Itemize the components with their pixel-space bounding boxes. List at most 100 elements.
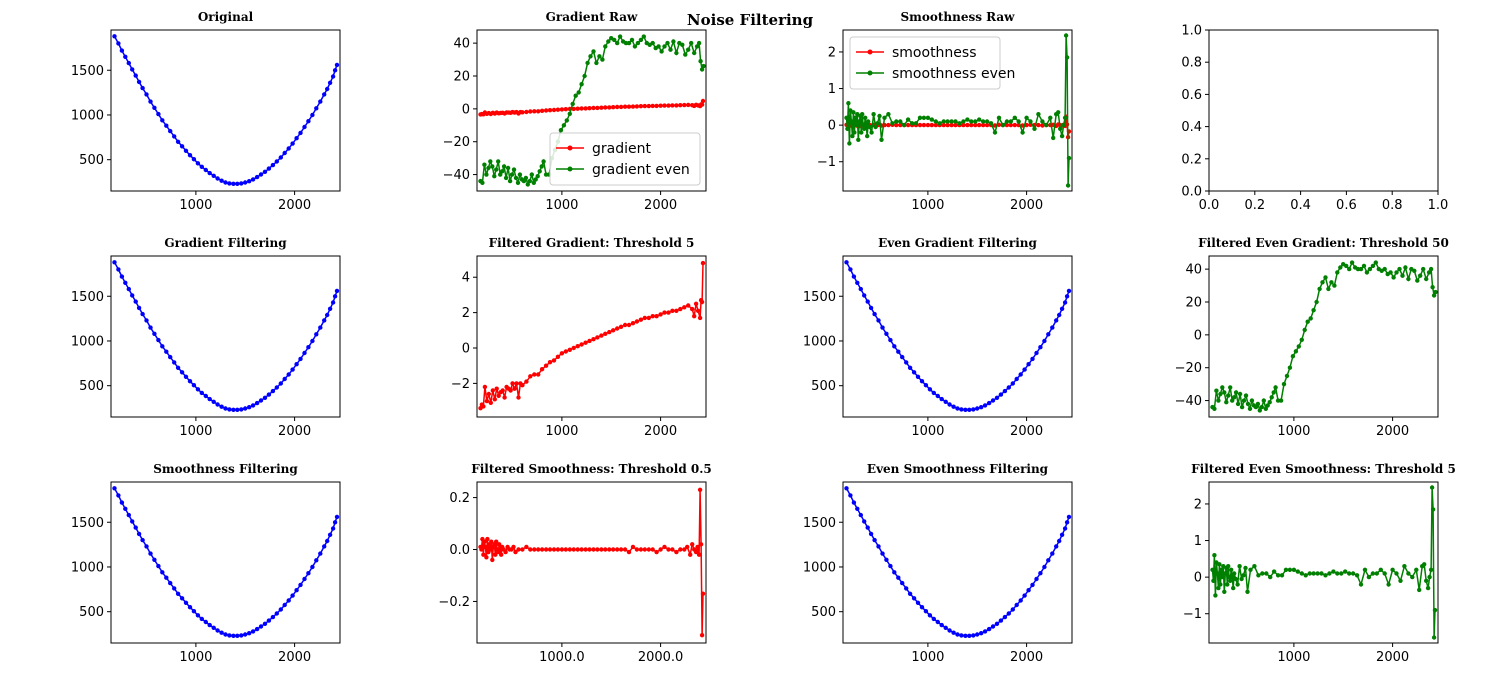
data-point bbox=[1212, 406, 1217, 411]
data-point bbox=[567, 111, 572, 117]
data-point bbox=[262, 395, 268, 400]
data-point bbox=[666, 547, 671, 552]
data-point bbox=[862, 519, 867, 524]
data-point bbox=[947, 628, 952, 633]
data-point bbox=[223, 632, 228, 637]
data-point bbox=[130, 519, 135, 524]
data-point bbox=[551, 107, 557, 113]
data-point bbox=[183, 374, 189, 379]
y-tick-label: −0.2 bbox=[438, 595, 470, 610]
x-tick-label: 2000 bbox=[1376, 424, 1409, 439]
data-point bbox=[503, 549, 508, 555]
x-tick-label: 0.0 bbox=[1199, 198, 1220, 213]
data-point bbox=[136, 531, 142, 537]
data-point bbox=[258, 624, 264, 629]
data-point bbox=[512, 386, 517, 391]
data-point bbox=[195, 161, 201, 166]
data-point bbox=[520, 110, 525, 115]
data-point bbox=[931, 616, 936, 622]
data-point bbox=[140, 537, 145, 543]
data-point bbox=[591, 49, 596, 54]
x-tick-label: 1000 bbox=[911, 198, 944, 213]
data-point bbox=[227, 407, 232, 412]
x-tick-label: 2000 bbox=[644, 424, 677, 439]
data-point bbox=[1057, 538, 1062, 544]
data-point bbox=[1267, 400, 1272, 405]
y-tick-label: −1 bbox=[817, 155, 836, 170]
data-point bbox=[963, 633, 968, 638]
data-point bbox=[482, 384, 488, 390]
data-point bbox=[160, 118, 165, 123]
data-point bbox=[543, 108, 549, 113]
data-point bbox=[175, 591, 181, 596]
data-point bbox=[975, 406, 980, 411]
data-point bbox=[1008, 122, 1013, 128]
data-point bbox=[537, 169, 542, 174]
data-point bbox=[1057, 312, 1062, 318]
data-point bbox=[1004, 122, 1010, 128]
data-point bbox=[847, 141, 852, 146]
data-point bbox=[607, 547, 612, 552]
data-point bbox=[1431, 635, 1437, 640]
data-point bbox=[852, 130, 857, 135]
data-point bbox=[931, 390, 936, 396]
data-point bbox=[1056, 110, 1061, 115]
data-point bbox=[290, 593, 295, 598]
data-point bbox=[282, 602, 287, 608]
subplot-filtered-even-smoothness: Filtered Even Smoothness: Threshold 5 100… bbox=[1183, 462, 1456, 665]
data-point bbox=[646, 103, 651, 109]
data-point bbox=[1237, 391, 1243, 397]
data-point bbox=[1335, 571, 1340, 576]
data-point bbox=[977, 117, 982, 122]
data-point bbox=[513, 175, 519, 181]
axes-frame bbox=[1208, 481, 1439, 644]
data-point bbox=[203, 393, 208, 399]
subplot-title: Filtered Smoothness: Threshold 0.5 bbox=[471, 462, 712, 476]
data-point bbox=[699, 67, 705, 72]
y-tick-label: 1.0 bbox=[1181, 24, 1202, 39]
data-point bbox=[923, 383, 929, 388]
legend-marker bbox=[867, 49, 873, 55]
data-point bbox=[334, 62, 340, 68]
data-point bbox=[514, 381, 519, 386]
data-point bbox=[575, 547, 580, 552]
data-point bbox=[136, 79, 142, 85]
series-line bbox=[479, 489, 704, 636]
data-point bbox=[587, 547, 592, 552]
data-point bbox=[116, 41, 121, 46]
data-point bbox=[856, 137, 861, 142]
data-point bbox=[1054, 318, 1059, 323]
data-point bbox=[1042, 338, 1047, 344]
data-point bbox=[844, 486, 849, 491]
data-point bbox=[488, 400, 493, 405]
y-tick-label: 20 bbox=[1185, 296, 1202, 311]
data-point bbox=[698, 542, 704, 547]
data-point bbox=[1030, 356, 1035, 362]
data-point bbox=[1426, 270, 1432, 275]
data-point bbox=[1050, 325, 1055, 330]
y-tick-label: 500 bbox=[79, 379, 104, 394]
data-point bbox=[591, 547, 596, 552]
data-point bbox=[1366, 574, 1372, 580]
data-point bbox=[1034, 350, 1039, 356]
subplot-title: Even Gradient Filtering bbox=[878, 236, 1037, 250]
data-point bbox=[227, 633, 232, 638]
data-point bbox=[207, 622, 212, 628]
data-point bbox=[1331, 569, 1336, 574]
data-point bbox=[939, 396, 944, 402]
x-tick-label: 2000 bbox=[278, 650, 311, 665]
data-point bbox=[298, 582, 303, 588]
data-point bbox=[516, 547, 521, 552]
data-point bbox=[250, 629, 256, 634]
data-point bbox=[894, 122, 899, 128]
data-point bbox=[481, 404, 486, 409]
data-point bbox=[1424, 578, 1429, 583]
data-point bbox=[599, 547, 604, 552]
data-point bbox=[959, 407, 964, 412]
data-point bbox=[325, 86, 330, 92]
data-point bbox=[239, 181, 244, 186]
data-point bbox=[868, 305, 874, 311]
data-point bbox=[597, 54, 602, 59]
data-point bbox=[547, 547, 553, 552]
data-point bbox=[1059, 133, 1065, 139]
